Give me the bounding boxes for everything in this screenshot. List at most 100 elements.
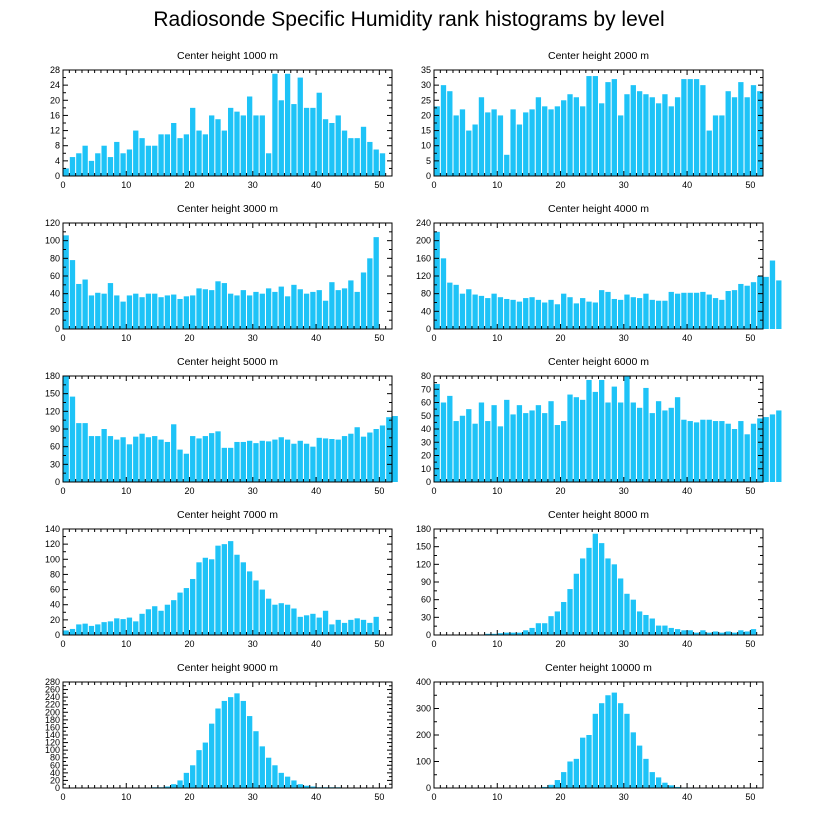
histogram-bar xyxy=(580,399,586,482)
histogram-bar xyxy=(348,619,354,635)
histogram-bar xyxy=(561,293,567,329)
histogram-bar xyxy=(750,423,757,482)
x-tick-label: 50 xyxy=(745,639,755,649)
histogram-bar xyxy=(693,79,700,176)
histogram-bar xyxy=(158,439,164,482)
y-tick-label: 0 xyxy=(426,477,431,487)
histogram-bar xyxy=(516,632,523,635)
histogram-bar xyxy=(580,298,586,329)
histogram-bar xyxy=(491,293,497,329)
y-tick-label: 100 xyxy=(416,757,431,767)
y-tick-label: 100 xyxy=(45,745,60,755)
y-tick-label: 60 xyxy=(421,595,431,605)
histogram-bar xyxy=(497,115,504,176)
y-tick-label: 0 xyxy=(55,477,60,487)
y-tick-label: 140 xyxy=(45,730,60,740)
histogram-bar xyxy=(529,410,535,482)
histogram-bar xyxy=(674,293,681,329)
histogram-bar xyxy=(284,604,291,635)
histogram-bar xyxy=(554,780,561,788)
x-tick-label: 30 xyxy=(619,792,629,802)
histogram-bar xyxy=(240,441,246,482)
histogram-bar xyxy=(348,433,354,482)
histogram-bar xyxy=(202,742,209,788)
histogram-bar xyxy=(139,138,145,176)
histogram-bar xyxy=(561,602,567,635)
histogram-bar xyxy=(310,446,316,482)
histogram-bar xyxy=(731,429,738,482)
y-tick-label: 120 xyxy=(416,271,431,281)
histogram-bar xyxy=(329,439,335,482)
y-tick-label: 90 xyxy=(50,424,60,434)
histogram-bar xyxy=(341,288,348,329)
y-tick-label: 15 xyxy=(421,126,431,136)
panel-title: Center height 5000 m xyxy=(177,356,278,368)
y-tick-label: 240 xyxy=(416,218,431,228)
histogram-bar xyxy=(183,134,190,176)
histogram-bar xyxy=(240,115,246,176)
panel-title: Center height 4000 m xyxy=(548,203,649,215)
histogram-bar xyxy=(687,630,693,635)
histogram-bar xyxy=(599,703,605,788)
x-tick-label: 40 xyxy=(682,486,692,496)
y-tick-label: 4 xyxy=(55,156,60,166)
histogram-bar xyxy=(291,104,297,176)
histogram-bar xyxy=(693,632,700,635)
histogram-bar xyxy=(133,293,139,329)
histogram-bar xyxy=(133,621,139,635)
histogram-bar xyxy=(453,115,459,176)
histogram-bar xyxy=(177,138,183,176)
y-tick-label: 40 xyxy=(50,768,60,778)
histogram-bar xyxy=(101,622,107,635)
histogram-bar xyxy=(744,434,750,482)
x-tick-label: 20 xyxy=(185,639,195,649)
histogram-bar xyxy=(63,235,69,329)
histogram-bar xyxy=(76,624,82,635)
y-tick-label: 180 xyxy=(416,524,431,534)
histogram-bar xyxy=(69,396,76,482)
x-tick-label: 20 xyxy=(556,639,566,649)
x-tick-label: 0 xyxy=(60,486,65,496)
x-tick-label: 40 xyxy=(311,639,321,649)
plot-frame xyxy=(62,528,393,636)
histogram-bar xyxy=(335,115,341,176)
x-tick-label: 50 xyxy=(745,333,755,343)
histogram-bar xyxy=(284,439,291,482)
histogram-bar xyxy=(278,603,284,635)
histogram-bar xyxy=(133,130,139,176)
histogram-bar xyxy=(240,562,246,635)
histogram-bar xyxy=(776,280,782,329)
histogram-bar xyxy=(510,109,516,176)
x-tick-label: 10 xyxy=(492,486,502,496)
histogram-bar xyxy=(712,115,719,176)
histogram-bar xyxy=(265,153,272,176)
histogram-bar xyxy=(599,543,605,635)
y-tick-label: 40 xyxy=(421,306,431,316)
histogram-bar xyxy=(329,624,335,635)
histogram-bar xyxy=(379,153,386,176)
histogram-bar xyxy=(662,782,668,788)
histogram-panel: Center height 9000 m0 10 20 30 40 50020406080… xyxy=(45,662,393,802)
y-tick-label: 40 xyxy=(50,600,60,610)
histogram-bar xyxy=(592,391,598,482)
histogram-bar xyxy=(554,425,561,482)
x-tick-label: 40 xyxy=(682,639,692,649)
panel-title: Center height 9000 m xyxy=(177,662,278,674)
histogram-bar xyxy=(303,443,310,482)
histogram-bar xyxy=(573,573,580,635)
histogram-bar xyxy=(706,294,712,329)
histogram-bar xyxy=(272,439,278,482)
histogram-bar xyxy=(152,145,158,176)
histogram-bar xyxy=(272,73,278,176)
histogram-bar xyxy=(221,130,227,176)
histogram-bar xyxy=(114,618,120,635)
histogram-bar xyxy=(202,289,209,329)
histogram-bar xyxy=(316,92,322,176)
y-tick-label: 90 xyxy=(421,577,431,587)
histogram-bar xyxy=(278,772,284,788)
y-tick-label: 0 xyxy=(55,171,60,181)
histogram-bar xyxy=(297,440,303,482)
histogram-bar xyxy=(599,290,605,329)
histogram-bar xyxy=(630,732,636,788)
histogram-bar xyxy=(145,609,152,635)
